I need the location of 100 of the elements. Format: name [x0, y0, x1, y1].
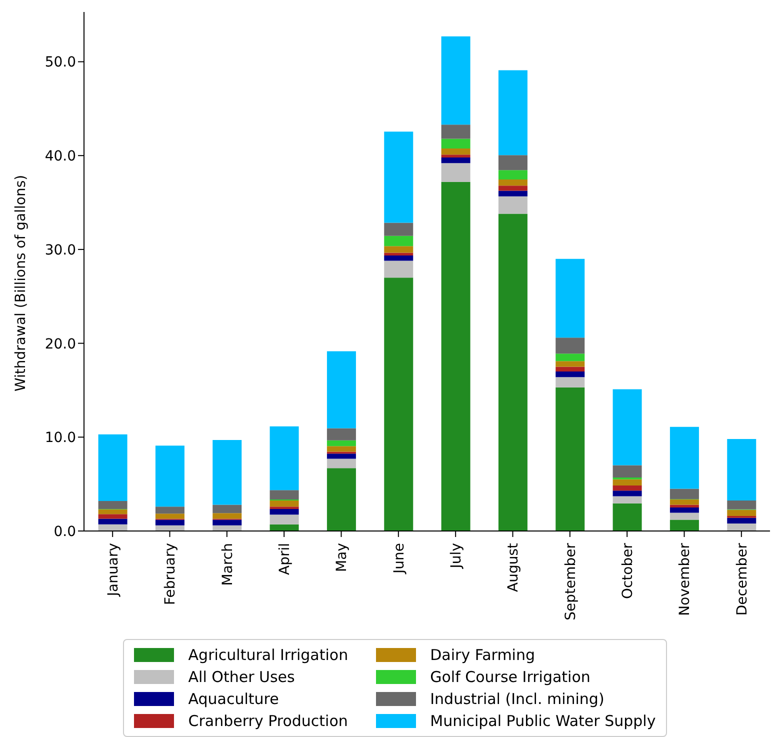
bar [384, 260, 414, 278]
legend-label: Municipal Public Water Supply [430, 712, 656, 730]
bar [556, 377, 585, 388]
bar [556, 387, 585, 531]
bar [98, 514, 128, 519]
x-tick-label: September [562, 542, 579, 620]
bar [498, 70, 528, 156]
bar [727, 439, 756, 500]
bar [326, 440, 356, 446]
bar [384, 278, 414, 531]
bar [326, 351, 356, 428]
y-tick-label: 40.0 [44, 148, 76, 165]
bar [727, 500, 756, 510]
x-tick-label: November [677, 542, 694, 616]
x-tick-label: May [334, 543, 350, 572]
bar [155, 446, 184, 507]
bar [326, 446, 356, 452]
bar [612, 465, 642, 478]
y-tick-label: 0.0 [54, 524, 76, 540]
bar [727, 523, 756, 531]
bar [556, 258, 585, 338]
x-tick-label: January [106, 543, 122, 598]
bar [270, 514, 299, 524]
bar [326, 458, 356, 468]
bar [556, 371, 585, 378]
y-axis-title: Withdrawal (Billions of gallons) [12, 174, 29, 392]
legend-label: Golf Course Irrigation [430, 668, 590, 686]
bar [498, 186, 528, 191]
bar [326, 468, 356, 531]
bar [270, 524, 299, 531]
y-tick-label: 20.0 [44, 336, 76, 352]
bar [441, 148, 470, 155]
bar [155, 520, 184, 526]
bar [326, 454, 356, 459]
x-tick-label: August [506, 542, 522, 592]
bar [384, 132, 414, 223]
legend-label: Aquaculture [188, 690, 279, 708]
bar [441, 182, 470, 531]
bar [212, 440, 242, 505]
bar [670, 488, 699, 500]
bar [556, 366, 585, 372]
bar [498, 196, 528, 214]
x-tick-label: April [277, 543, 294, 575]
bar [212, 504, 242, 514]
bar [326, 428, 356, 440]
bar [441, 163, 470, 182]
legend-label: Dairy Farming [430, 646, 536, 664]
bar [612, 496, 642, 504]
bar [441, 36, 470, 125]
bar [670, 504, 699, 508]
bar [612, 503, 642, 531]
bar [155, 514, 184, 519]
y-tick-label: 50.0 [44, 54, 76, 71]
bar [556, 354, 585, 362]
bar [212, 520, 242, 526]
bar [98, 518, 128, 524]
bar [670, 512, 699, 520]
x-tick-label: October [620, 542, 636, 600]
bar [270, 508, 299, 515]
bar [384, 256, 414, 261]
legend-label: Industrial (Incl. mining) [430, 690, 604, 708]
bar [441, 154, 470, 158]
bar [727, 518, 756, 524]
bar [498, 155, 528, 170]
bar [441, 157, 470, 164]
bar [441, 124, 470, 139]
x-tick-label: June [391, 543, 408, 574]
bar [212, 513, 242, 519]
bar [556, 361, 585, 367]
bar [727, 510, 756, 516]
bar [270, 490, 299, 500]
bar [556, 338, 585, 354]
bar [670, 520, 699, 531]
x-tick-label: March [220, 543, 236, 586]
y-tick-label: 10.0 [44, 430, 76, 446]
bar [612, 485, 642, 491]
bar [441, 138, 470, 149]
bar [98, 524, 128, 531]
bar [612, 389, 642, 466]
bar [498, 180, 528, 186]
x-tick-label: February [162, 543, 179, 606]
bar [270, 426, 299, 490]
x-tick-label: December [734, 542, 750, 616]
bar [384, 236, 414, 246]
bar [498, 214, 528, 531]
bar [155, 506, 184, 514]
bar [384, 222, 414, 236]
bar [670, 500, 699, 505]
bar [98, 434, 128, 501]
bar [612, 479, 642, 486]
legend-label: Agricultural Irrigation [188, 646, 348, 664]
bar [498, 190, 528, 196]
bar [98, 500, 128, 509]
bar [670, 508, 699, 513]
bar [498, 170, 528, 180]
bar [384, 246, 414, 253]
y-tick-label: 30.0 [44, 242, 76, 258]
bar [670, 426, 699, 489]
legend-label: All Other Uses [188, 668, 295, 686]
bar [270, 500, 299, 507]
